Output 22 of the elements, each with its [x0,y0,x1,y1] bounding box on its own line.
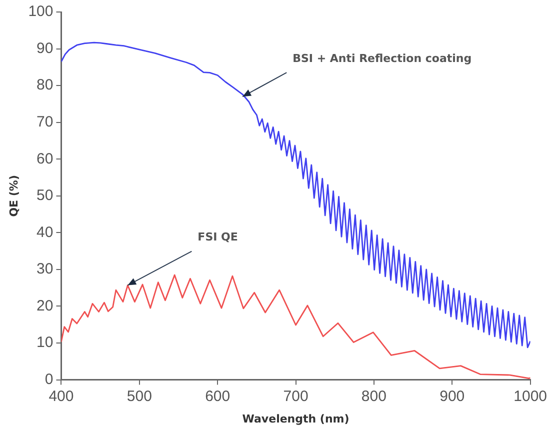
x-tick-label: 900 [440,388,465,405]
y-tick-label: 40 [36,224,54,241]
y-tick-label: 80 [36,76,54,94]
y-tick-label: 0 [44,370,54,388]
y-tick-label: 60 [36,150,54,168]
x-tick-label: 700 [283,388,308,405]
y-tick-label: 10 [36,334,54,352]
y-tick-label: 70 [36,113,54,130]
x-tick-label: 500 [126,388,152,405]
x-tick-label: 400 [48,388,74,405]
y-tick-label: 50 [36,187,54,204]
x-axis-title: Wavelength (nm) [242,412,350,426]
y-tick-label: 30 [36,260,54,278]
annotation: BSI + Anti Reflection coating [292,52,472,65]
y-axis-title: QE (%) [7,175,20,217]
x-tick-label: 600 [205,388,230,405]
x-tick-label: 1000 [514,388,548,405]
y-tick-label: 100 [28,3,54,20]
x-tick-label: 800 [361,388,386,405]
y-tick-label: 90 [36,40,54,57]
annotation: FSI QE [198,230,238,244]
y-tick-label: 20 [36,297,54,314]
